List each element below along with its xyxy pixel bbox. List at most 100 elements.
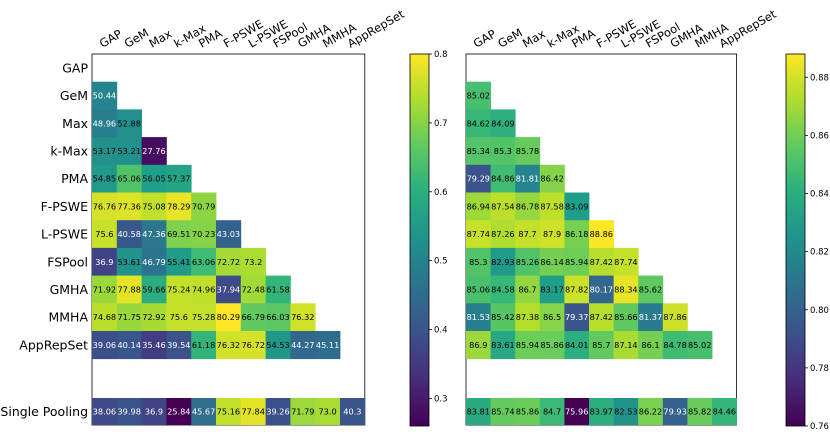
single-pooling-value-label: 75.16 [217,407,240,417]
single-pooling-value-label: 82.53 [614,407,637,417]
column-label: Max [147,26,175,50]
heatmap-cell [141,192,167,221]
heatmap-cell [166,220,192,249]
heatmap-cell [515,275,541,304]
cell-value-label: 87.14 [614,340,637,350]
single-pooling-cell [290,398,316,425]
single-pooling-value-label: 45.67 [192,407,215,417]
single-pooling-value-label: 75.96 [565,407,588,417]
heatmap-cell [166,164,192,193]
colorbar-tick-label: 0.80 [810,306,829,316]
cell-value-label: 50.44 [93,91,116,101]
single-pooling-cell [466,398,491,425]
colorbar [409,53,430,427]
heatmap-cell [166,331,192,360]
cell-value-label: 76.32 [291,312,314,322]
heatmap-cell [466,303,491,332]
single-pooling-value-label: 84.46 [713,407,736,417]
colorbar-tick-label: 0.8 [434,50,448,60]
single-pooling-cell [92,398,118,425]
cell-value-label: 54.53 [266,340,289,350]
cell-value-label: 85.06 [467,284,490,294]
row-label: GeM [60,88,88,103]
cell-value-label: 69.51 [167,229,190,239]
column-label: GAP [471,27,499,51]
single-pooling-cell [490,398,516,425]
heatmap-cell [191,303,217,332]
row-label: GMHA [50,282,89,297]
heatmap-cell [116,303,142,332]
cell-value-label: 53.17 [93,146,116,156]
heatmap-cell [490,247,516,276]
heatmap-cell [564,192,590,221]
heatmap-cell [216,247,242,276]
cell-value-label: 65.06 [117,174,140,184]
heatmap-cell [191,192,217,221]
cell-value-label: 77.36 [117,201,140,211]
heatmap-cell [539,220,565,249]
cell-value-label: 73.2 [244,257,262,267]
heatmap-cell [240,275,266,304]
cell-value-label: 85.7 [592,340,610,350]
heatmap-cell [466,192,491,221]
row-label: FSPool [47,254,88,269]
single-pooling-value-label: 71.79 [291,407,314,417]
heatmap-cell [589,275,614,304]
heatmap-cell [92,275,118,304]
cell-value-label: 72.92 [142,312,165,322]
heatmap-cell [240,331,266,360]
single-pooling-cell [662,398,688,425]
heatmap-cell [564,331,590,360]
row-label-single-pooling: Single Pooling [0,404,88,419]
single-pooling-value-label: 73.0 [318,407,336,417]
colorbar-tick-label: 0.82 [810,248,829,258]
cell-value-label: 87.7 [518,229,536,239]
colorbar-tick-label: 0.3 [434,394,448,404]
cell-value-label: 86.18 [565,229,588,239]
cell-value-label: 87.74 [467,229,490,239]
heatmap-cell [92,303,118,332]
cell-value-label: 84.86 [491,174,514,184]
cell-value-label: 88.34 [614,284,637,294]
row-label: F-PSWE [41,199,89,214]
heatmap-cell [92,220,118,249]
cell-value-label: 35.46 [142,340,165,350]
heatmap-cell [490,164,516,193]
cell-value-label: 85.42 [491,312,514,322]
heatmap-cell [141,137,167,166]
single-pooling-value-label: 86.22 [639,407,662,417]
single-pooling-cell [712,398,737,425]
cell-value-label: 80.17 [590,284,613,294]
heatmap-cell [515,303,541,332]
cell-value-label: 39.06 [93,340,116,350]
heatmap-cell [191,275,217,304]
cell-value-label: 87.54 [491,201,514,211]
heatmap-cell [490,220,516,249]
cell-value-label: 87.82 [565,284,588,294]
single-pooling-cell [687,398,713,425]
colorbar-tick-label: 0.78 [810,364,829,374]
heatmap-cell [613,247,639,276]
single-pooling-value-label: 83.97 [590,407,613,417]
cell-value-label: 63.06 [192,257,215,267]
heatmap-cell [613,303,639,332]
heatmap-cell [240,247,266,276]
heatmap-cell [515,220,541,249]
cell-value-label: 70.79 [192,201,215,211]
single-pooling-value-label: 36.9 [145,407,163,417]
heatmap-cell [589,303,614,332]
heatmap-cell [166,303,192,332]
cell-value-label: 86.94 [467,201,490,211]
cell-value-label: 27.76 [142,146,165,156]
cell-value-label: 75.6 [170,312,188,322]
single-pooling-cell [116,398,142,425]
heatmap-cell [116,247,142,276]
single-pooling-value-label: 85.86 [516,407,539,417]
heatmap-cell [466,275,491,304]
colorbar-tick-label: 0.7 [434,119,448,129]
heatmap-cell [539,192,565,221]
row-label: MMHA [48,310,88,325]
single-pooling-value-label: 83.81 [467,407,490,417]
single-pooling-cell [265,398,291,425]
